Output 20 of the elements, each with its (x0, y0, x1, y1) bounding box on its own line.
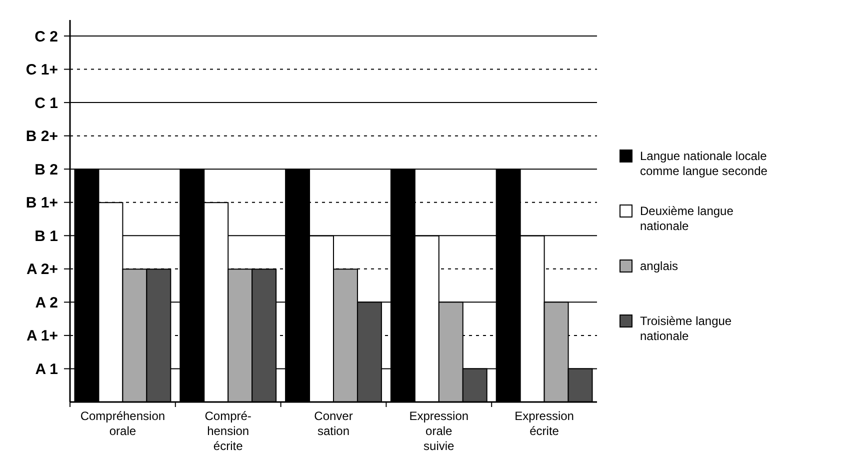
x-tick-label: Expression orale suivie (409, 409, 469, 453)
text: A 2 (35, 294, 58, 312)
text: A 1 (35, 360, 58, 378)
x-tick-label: Expression écrite (514, 409, 574, 438)
text: B 1+ (26, 194, 58, 212)
x-tick-label: Compré- hension écrite (204, 409, 252, 453)
legend-label: Deuxième langue nationale (640, 204, 734, 233)
text: A 2+ (26, 261, 58, 278)
legend-label: Langue nationale locale comme langue seconde (640, 149, 768, 178)
text: B 1 (34, 228, 58, 245)
x-tick-label: Conver sation (314, 409, 353, 438)
text: C 1+ (26, 62, 58, 79)
legend-label: Troisième langue nationale (640, 314, 732, 343)
text: B 2+ (26, 128, 58, 146)
text: C 1 (34, 94, 58, 112)
x-tick-label: Compréhension orale (80, 409, 166, 438)
text: A 1+ (26, 328, 58, 345)
legend-label: anglais (640, 259, 678, 273)
text: C 2 (34, 28, 58, 46)
text: B 2 (34, 161, 58, 178)
